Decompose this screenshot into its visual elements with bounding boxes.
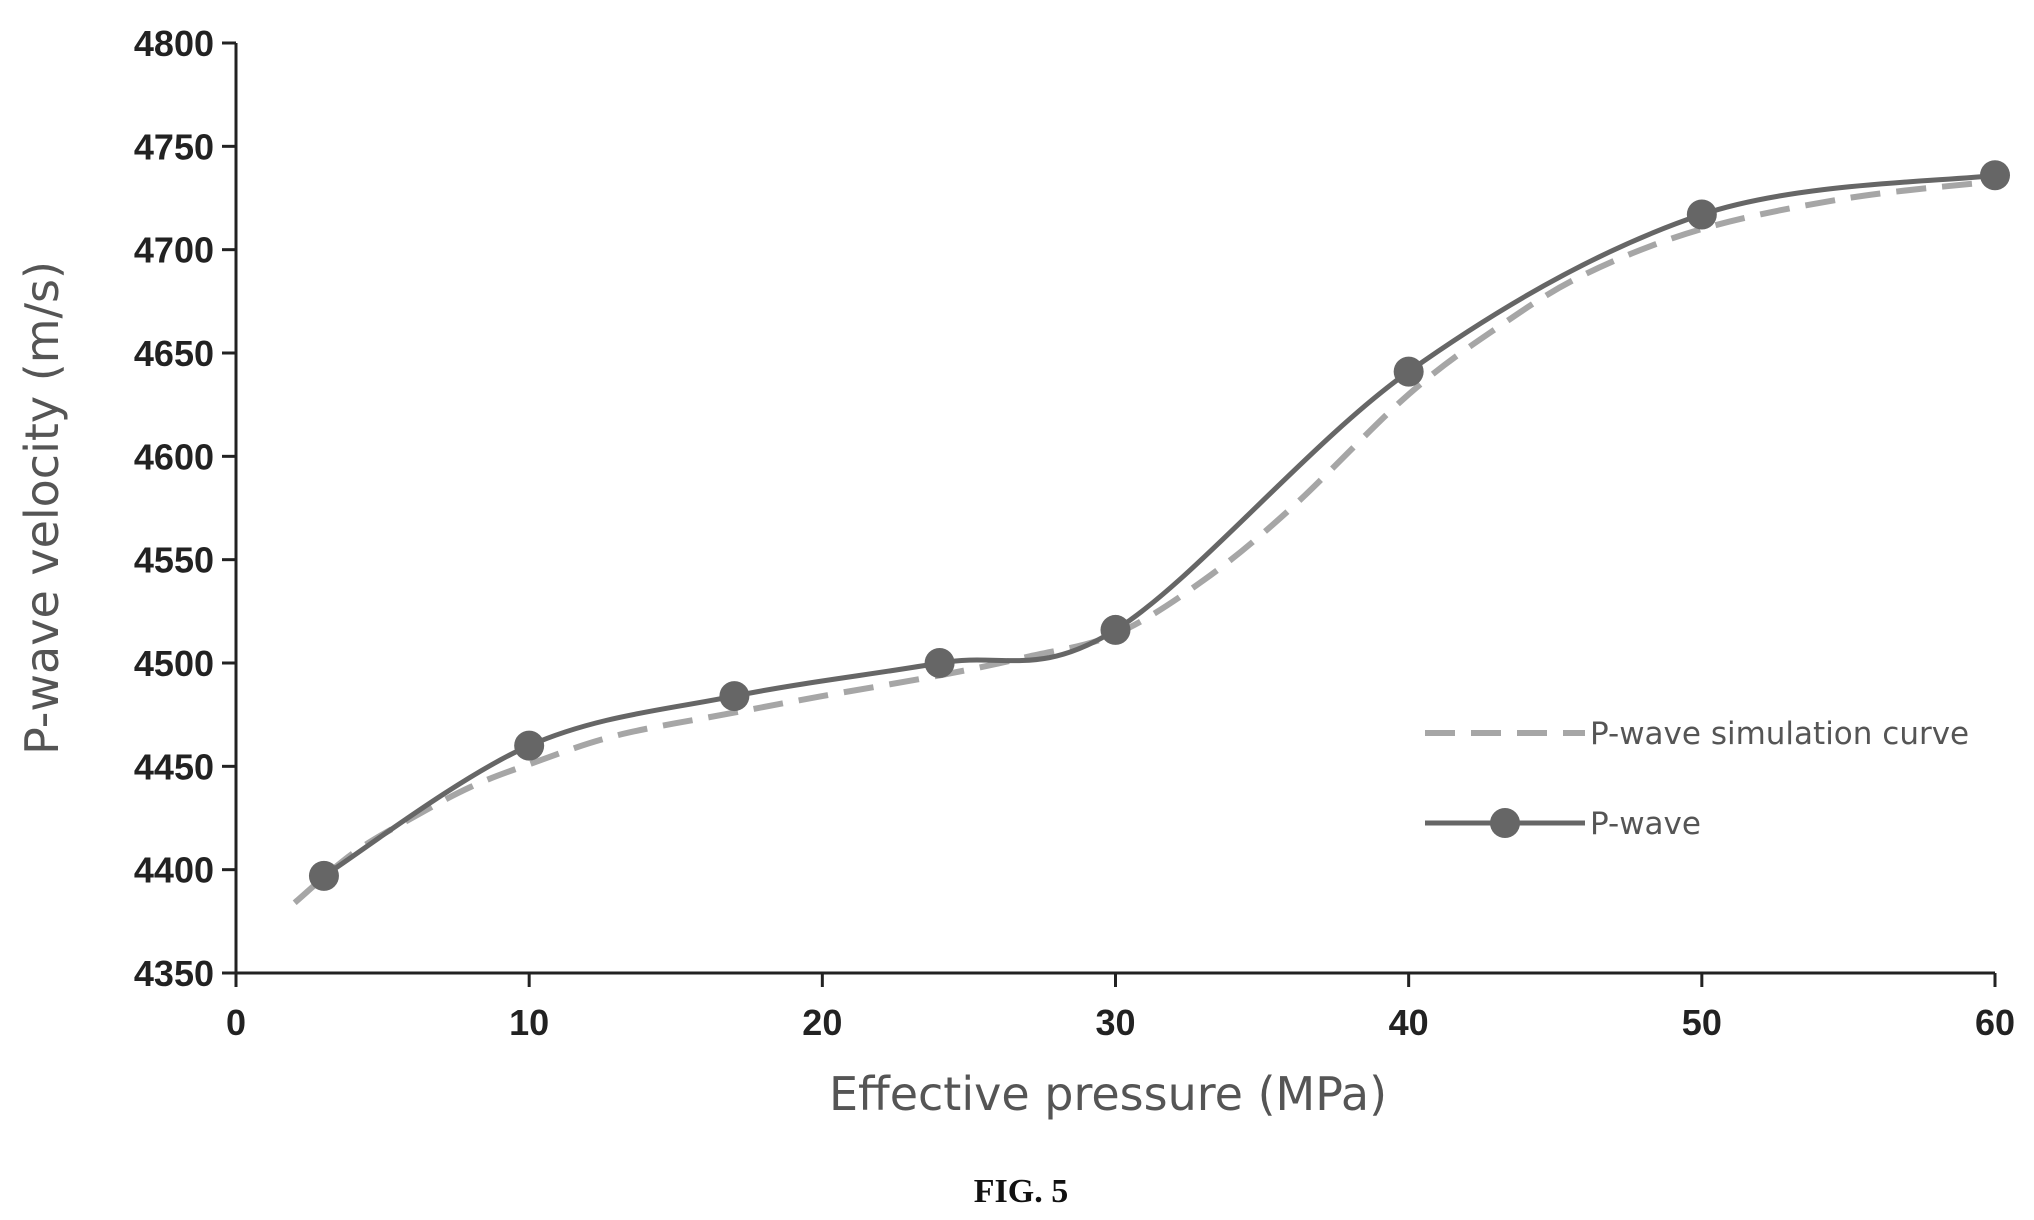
y-tick-label: 4750	[134, 126, 214, 167]
y-tick-label: 4450	[134, 746, 214, 787]
legend-label-p-wave: P-wave	[1590, 806, 1701, 842]
series-line-p-wave	[322, 172, 1996, 878]
chart-series	[292, 160, 2010, 906]
data-point-p-wave	[308, 860, 339, 891]
x-tick-label: 60	[1975, 1002, 2015, 1043]
figure-caption: FIG. 5	[974, 1173, 1068, 1210]
legend: P-wave simulation curve P-wave	[1425, 716, 1969, 842]
y-tick-label: 4550	[134, 540, 214, 581]
y-axis-title: P-wave velocity (m/s)	[15, 261, 69, 755]
y-tick-label: 4600	[134, 436, 214, 477]
legend-label-simulation: P-wave simulation curve	[1590, 716, 1969, 752]
data-point-p-wave	[1686, 199, 1717, 230]
x-axis-title: Effective pressure (MPa)	[829, 1067, 1387, 1121]
x-tick-label: 20	[802, 1002, 842, 1043]
x-tick-label: 40	[1389, 1002, 1429, 1043]
y-tick-label: 4700	[134, 230, 214, 271]
data-point-p-wave	[719, 681, 750, 712]
data-point-p-wave	[924, 648, 955, 678]
x-tick-label: 0	[226, 1002, 246, 1043]
data-point-p-wave	[1980, 160, 2010, 191]
chart-axes: 4350 4400 4450 4500 4550 4600 4650 4700 4750 4800…	[134, 23, 2015, 1043]
y-tick-label: 4350	[134, 953, 214, 994]
x-tick-label: 50	[1682, 1002, 1722, 1043]
y-tick-label: 4500	[134, 643, 214, 684]
data-point-p-wave	[1393, 356, 1424, 387]
y-tick-label: 4650	[134, 333, 214, 374]
x-tick-label: 30	[1095, 1002, 1135, 1043]
y-tick-label: 4400	[134, 850, 214, 891]
data-point-p-wave	[1100, 614, 1131, 645]
series-line-p-wave-simulation	[292, 178, 1996, 906]
legend-marker-p-wave	[1490, 808, 1520, 838]
x-tick-label: 10	[509, 1002, 549, 1043]
y-tick-label: 4800	[134, 23, 214, 64]
data-point-p-wave	[514, 730, 545, 761]
